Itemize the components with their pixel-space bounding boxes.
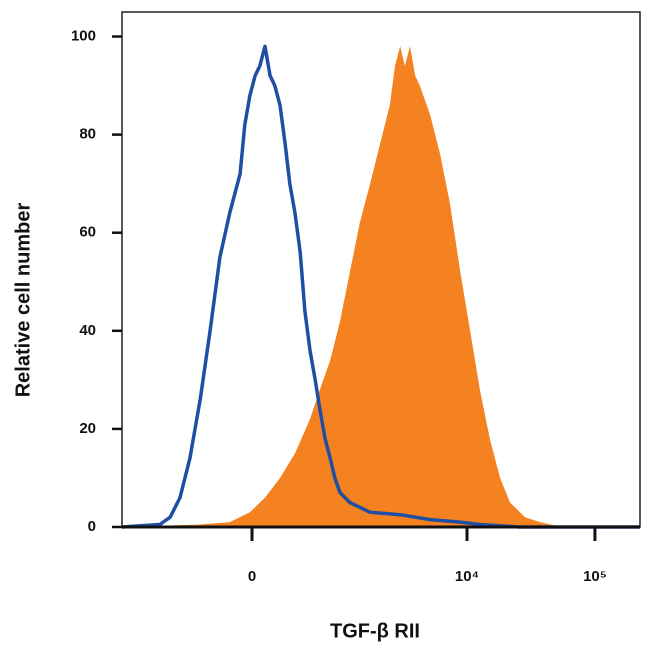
- x-tick-label: 10⁴: [455, 568, 479, 585]
- histogram-area: [122, 46, 640, 528]
- y-tick-label: 80: [79, 126, 96, 143]
- y-tick-label: 100: [71, 27, 96, 44]
- x-tick-label: 10⁵: [583, 568, 607, 585]
- y-tick-label: 20: [79, 420, 96, 437]
- y-axis-label: Relative cell number: [12, 203, 34, 398]
- y-tick-label: 0: [88, 518, 96, 535]
- histogram-line: [121, 44, 640, 529]
- y-tick-label: 60: [79, 224, 96, 241]
- x-axis-label: TGF-β RII: [330, 620, 420, 642]
- y-tick-label: 40: [79, 322, 96, 339]
- x-tick-label: 0: [248, 568, 256, 585]
